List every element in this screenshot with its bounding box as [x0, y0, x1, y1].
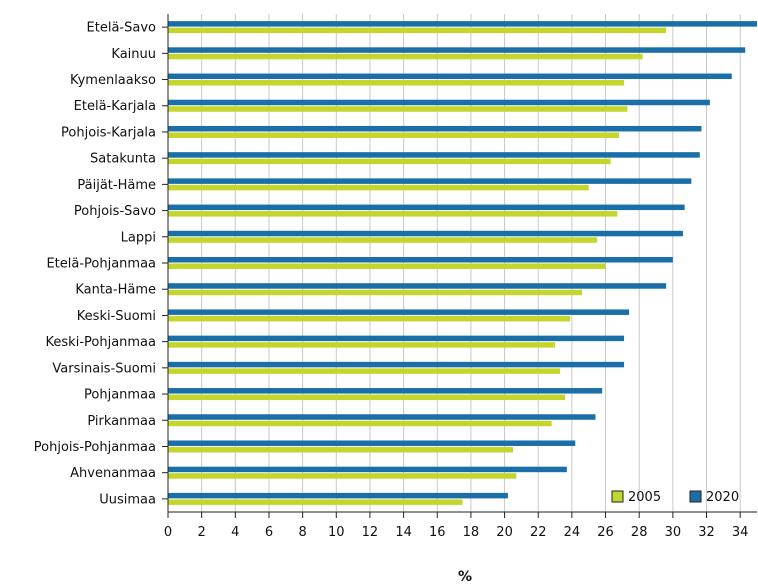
x-tick-label: 18 — [463, 525, 480, 540]
bar-2005 — [168, 27, 667, 34]
bar-2020 — [168, 230, 683, 237]
x-tick-label: 24 — [564, 525, 581, 540]
bar-2020 — [168, 466, 567, 473]
bar-2005 — [168, 184, 589, 191]
x-tick-label: 16 — [429, 525, 446, 540]
bar-2020 — [168, 178, 692, 184]
category-label: Keski-Suomi — [77, 309, 156, 324]
grid-lines — [167, 14, 741, 512]
x-tick-label: 6 — [265, 525, 273, 540]
bar-2020 — [168, 492, 508, 499]
bar-2020 — [168, 257, 673, 263]
bar-2005 — [168, 499, 463, 505]
bar-2005 — [168, 446, 513, 453]
bar-2020 — [168, 73, 732, 80]
bar-2020 — [168, 309, 630, 315]
category-label: Pohjois-Savo — [74, 204, 156, 219]
bar-2005 — [168, 106, 628, 112]
category-label: Uusimaa — [99, 492, 156, 507]
legend-swatch-2020 — [689, 490, 702, 503]
bar-2020 — [168, 21, 757, 27]
category-label: Pirkanmaa — [87, 414, 156, 429]
bar-2020 — [168, 99, 710, 106]
x-tick-label: 4 — [231, 525, 239, 540]
x-tick-label: 22 — [530, 525, 547, 540]
category-label: Pohjanmaa — [84, 388, 156, 403]
bar-2005 — [168, 342, 556, 348]
bar-2020 — [168, 361, 625, 368]
bar-2005 — [168, 53, 643, 60]
bar-2005 — [168, 473, 517, 479]
bar-2005 — [168, 420, 552, 427]
x-axis-title: % — [458, 569, 472, 585]
x-tick-label: 32 — [698, 525, 715, 540]
x-tick-label: 8 — [298, 525, 306, 540]
legend-label-2005: 2005 — [628, 490, 661, 505]
x-tick-label: 26 — [597, 525, 614, 540]
bar-2005 — [168, 263, 606, 269]
category-label: Päijät-Häme — [77, 178, 156, 193]
bar-2020 — [168, 388, 603, 394]
bar-2005 — [168, 315, 571, 322]
bar-2005 — [168, 289, 582, 296]
legend-label-2020: 2020 — [706, 490, 739, 505]
x-tick-label: 28 — [631, 525, 648, 540]
x-tick-labels: 0 2 4 6 8 10 12 14 16 18 20 22 24 26 28 30 32 34 — [164, 525, 749, 540]
bar-2020 — [168, 283, 667, 289]
bar-2005 — [168, 237, 598, 243]
category-label: Etelä-Pohjanmaa — [46, 257, 156, 272]
category-label: Pohjois-Pohjanmaa — [34, 440, 156, 455]
category-label: Satakunta — [90, 152, 156, 167]
x-tick-label: 12 — [362, 525, 379, 540]
bar-2020 — [168, 47, 746, 53]
bar-2005 — [168, 158, 611, 165]
category-label: Pohjois-Karjala — [61, 125, 156, 140]
x-tick-label: 10 — [328, 525, 345, 540]
legend: 2005 2020 — [611, 490, 739, 505]
category-label: Varsinais-Suomi — [52, 361, 156, 376]
bar-2020 — [168, 125, 702, 132]
bar-2020 — [168, 152, 700, 158]
x-tick-label: 0 — [164, 525, 172, 540]
bar-2005 — [168, 394, 566, 401]
category-label: Etelä-Savo — [87, 21, 156, 36]
x-tick-label: 2 — [198, 525, 206, 540]
x-tick-label: 30 — [665, 525, 682, 540]
x-tick-label: 34 — [732, 525, 749, 540]
legend-swatch-2005 — [611, 490, 624, 503]
bar-2005 — [168, 132, 620, 138]
bar-2005 — [168, 80, 625, 86]
x-tick-label: 20 — [496, 525, 513, 540]
axes — [162, 14, 757, 518]
bar-2020 — [168, 414, 596, 420]
bar-2020 — [168, 440, 576, 446]
bars — [168, 21, 757, 505]
category-label: Kymenlaakso — [70, 73, 156, 88]
category-label: Etelä-Karjala — [74, 99, 156, 114]
category-label: Lappi — [121, 230, 156, 245]
bar-2005 — [168, 211, 618, 217]
category-labels: Etelä-Savo Kainuu Kymenlaakso Etelä-Karjala… — [34, 21, 156, 508]
x-tick-label: 14 — [395, 525, 412, 540]
category-label: Ahvenanmaa — [70, 466, 156, 481]
category-label: Kainuu — [111, 47, 156, 62]
bar-2020 — [168, 335, 625, 342]
bar-2005 — [168, 368, 561, 374]
category-label: Keski-Pohjanmaa — [46, 335, 156, 350]
bar-2020 — [168, 204, 685, 211]
category-label: Kanta-Häme — [75, 283, 156, 298]
